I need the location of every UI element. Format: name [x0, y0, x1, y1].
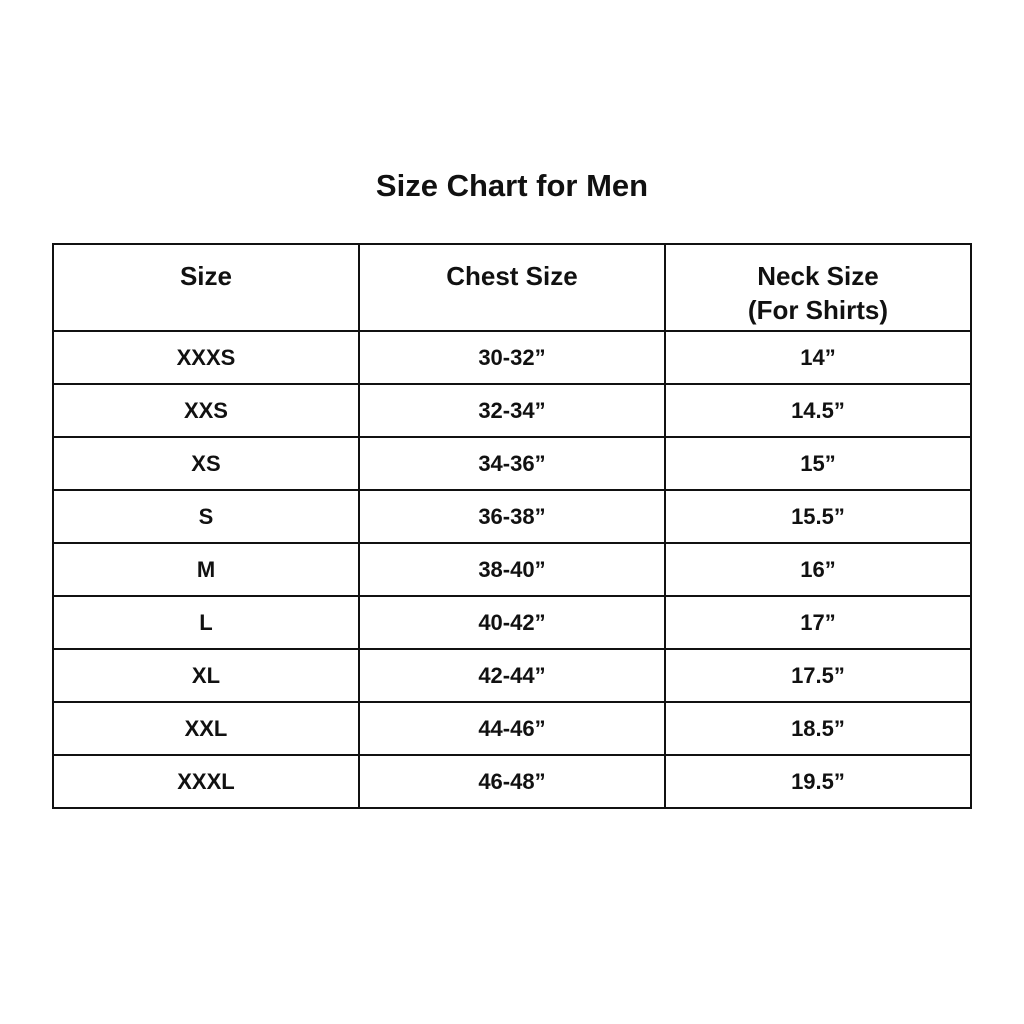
cell-neck: 14” — [663, 330, 973, 385]
table-row: L 40-42” 17” — [52, 595, 973, 650]
table-row: XXL 44-46” 18.5” — [52, 701, 973, 756]
cell-size: XXXL — [52, 754, 360, 809]
table-row: M 38-40” 16” — [52, 542, 973, 597]
header-size: Size — [52, 243, 360, 332]
page-title: Size Chart for Men — [375, 168, 649, 203]
cell-neck: 18.5” — [663, 701, 973, 756]
header-neck-size: Neck Size (For Shirts) — [663, 243, 973, 332]
table-row: XXXL 46-48” 19.5” — [52, 754, 973, 809]
cell-chest: 34-36” — [357, 436, 666, 491]
header-neck-label: Neck Size — [757, 261, 879, 291]
cell-chest: 36-38” — [357, 489, 666, 544]
cell-neck: 17” — [663, 595, 973, 650]
table-row: S 36-38” 15.5” — [52, 489, 973, 544]
cell-chest: 40-42” — [357, 595, 666, 650]
cell-size: XL — [52, 648, 360, 703]
cell-neck: 17.5” — [663, 648, 973, 703]
cell-neck: 15” — [663, 436, 973, 491]
table-row: XXS 32-34” 14.5” — [52, 383, 973, 438]
header-chest-size: Chest Size — [357, 243, 666, 332]
cell-size: M — [52, 542, 360, 597]
table-row: XL 42-44” 17.5” — [52, 648, 973, 703]
header-neck-sublabel: (For Shirts) — [747, 295, 889, 325]
cell-chest: 46-48” — [357, 754, 666, 809]
cell-chest: 32-34” — [357, 383, 666, 438]
cell-neck: 16” — [663, 542, 973, 597]
size-chart-table: Size Chest Size Neck Size (For Shirts) X… — [52, 243, 973, 809]
cell-neck: 19.5” — [663, 754, 973, 809]
header-row: Size Chest Size Neck Size (For Shirts) — [52, 243, 973, 332]
table-row: XS 34-36” 15” — [52, 436, 973, 491]
cell-size: XXXS — [52, 330, 360, 385]
cell-size: S — [52, 489, 360, 544]
cell-neck: 14.5” — [663, 383, 973, 438]
cell-chest: 30-32” — [357, 330, 666, 385]
cell-chest: 38-40” — [357, 542, 666, 597]
cell-chest: 44-46” — [357, 701, 666, 756]
cell-neck: 15.5” — [663, 489, 973, 544]
table-row: XXXS 30-32” 14” — [52, 330, 973, 385]
cell-size: XS — [52, 436, 360, 491]
cell-size: XXS — [52, 383, 360, 438]
cell-size: XXL — [52, 701, 360, 756]
cell-chest: 42-44” — [357, 648, 666, 703]
cell-size: L — [52, 595, 360, 650]
